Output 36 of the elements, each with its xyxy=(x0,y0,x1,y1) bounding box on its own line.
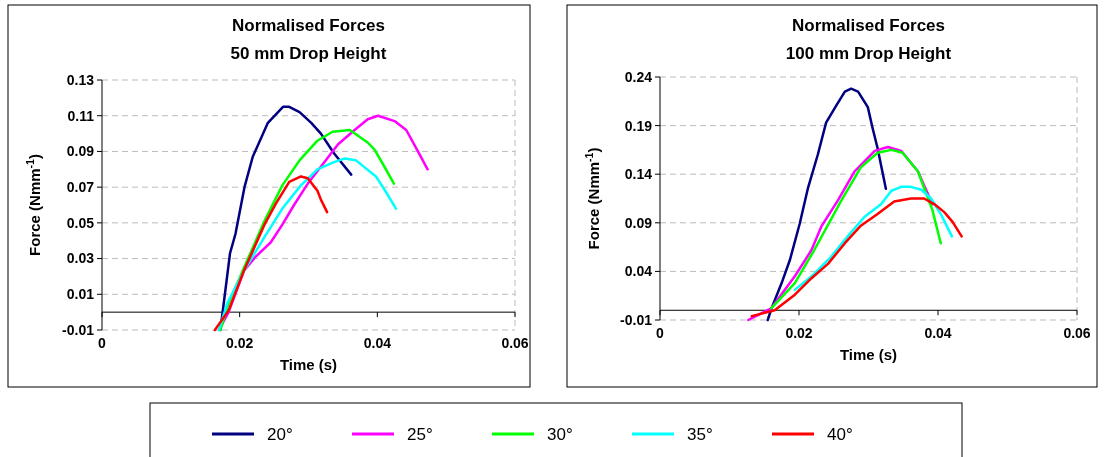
y-tick-label: 0.13 xyxy=(66,71,95,88)
y-tick-label: 0.04 xyxy=(624,263,653,280)
line-series xyxy=(766,87,888,322)
y-tick-label: -0.01 xyxy=(62,321,95,338)
y-tick-label: 0.05 xyxy=(66,214,95,231)
x-tick-label: 0.06 xyxy=(1063,325,1091,341)
x-tick-label: 0.04 xyxy=(363,335,392,351)
y-tick-label: 0.19 xyxy=(624,117,653,134)
line-series xyxy=(750,197,963,318)
y-tick-label: 0.09 xyxy=(66,143,95,160)
line-series xyxy=(793,185,954,292)
y-tick-label: 0.24 xyxy=(624,68,653,85)
legend-label: 30° xyxy=(547,424,573,444)
y-tick-label: 0.14 xyxy=(624,166,653,183)
x-tick-label: 0.06 xyxy=(501,335,529,351)
legend-label: 40° xyxy=(827,424,853,444)
y-tick-label: 0.09 xyxy=(624,214,653,231)
legend-label: 25° xyxy=(407,424,433,444)
x-tick-label: 0.02 xyxy=(226,335,254,351)
legend-label: 35° xyxy=(687,424,713,444)
x-tick-label: 0 xyxy=(98,335,107,351)
x-axis-title: Time (s) xyxy=(839,346,898,363)
y-tick-label: 0.11 xyxy=(67,107,95,124)
y-tick-label: 0.01 xyxy=(66,286,95,303)
chart-title: Normalised Forces 100 mm Drop Height xyxy=(785,16,952,63)
x-tick-label: 0 xyxy=(656,325,665,341)
x-tick-label: 0.02 xyxy=(785,325,813,341)
x-axis-title: Time (s) xyxy=(279,356,338,373)
legend-label: 20° xyxy=(267,424,293,444)
line-series xyxy=(769,148,943,310)
line-series xyxy=(213,175,329,332)
y-tick-label: -0.01 xyxy=(620,311,653,328)
y-tick-label: 0.07 xyxy=(66,179,95,196)
x-tick-label: 0.04 xyxy=(924,325,952,341)
chart-title: Normalised Forces 50 mm Drop Height xyxy=(230,16,387,63)
y-tick-label: 0.03 xyxy=(66,250,95,267)
